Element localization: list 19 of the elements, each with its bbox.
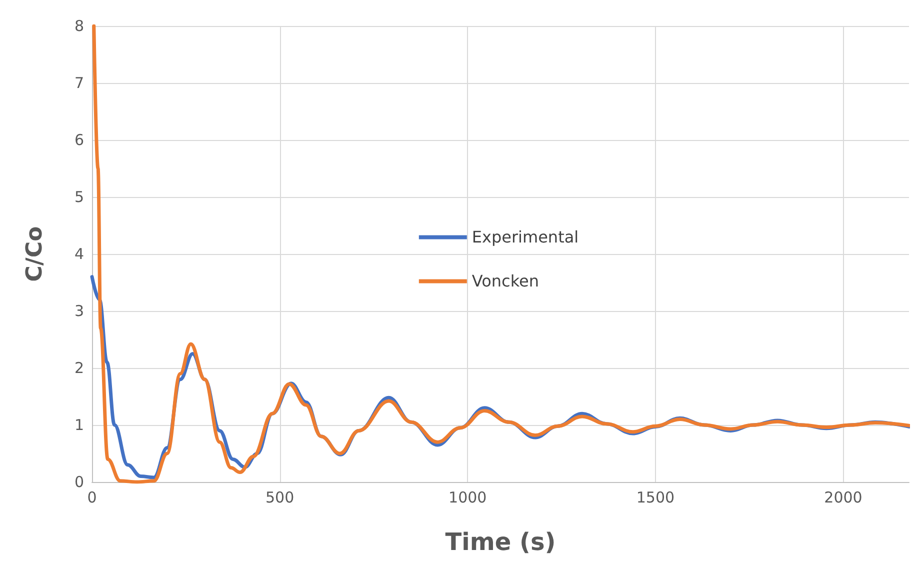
- y-tick-label: 6: [74, 131, 84, 149]
- y-tick-label: 5: [74, 188, 84, 206]
- y-tick-label: 1: [74, 416, 84, 434]
- legend-label: Voncken: [472, 272, 540, 291]
- y-tick-label: 8: [74, 17, 84, 35]
- y-axis-title: C/Co: [22, 226, 48, 282]
- x-tick-label: 0: [87, 488, 97, 506]
- x-tick-label: 1500: [636, 488, 675, 506]
- x-tick-label: 2000: [824, 488, 862, 506]
- x-tick-label: 500: [265, 488, 294, 506]
- y-tick-label: 4: [74, 245, 84, 263]
- x-axis-title: Time (s): [445, 528, 556, 556]
- x-tick-label: 1000: [448, 488, 487, 506]
- y-tick-label: 0: [74, 473, 84, 491]
- line-series: [92, 24, 910, 484]
- legend-label: Experimental: [472, 228, 579, 247]
- y-tick-label: 3: [74, 302, 84, 320]
- y-tick-label: 7: [74, 74, 84, 92]
- y-tick-label: 2: [74, 359, 84, 377]
